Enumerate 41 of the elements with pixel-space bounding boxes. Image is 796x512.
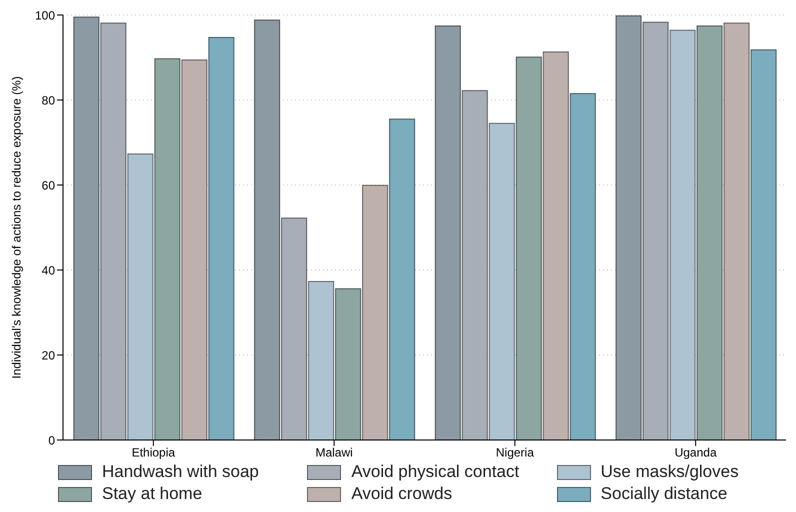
bar (389, 118, 416, 440)
y-tick-label: 40 (42, 263, 56, 278)
legend-label: Stay at home (102, 484, 202, 504)
bar (73, 16, 100, 440)
bar (308, 280, 334, 440)
x-tick-label: Ethiopia (132, 446, 176, 460)
bar (335, 288, 362, 440)
y-tick-label: 20 (42, 348, 56, 362)
bar (254, 20, 280, 440)
y-axis-title: Individual's knowledge of actions to reduce exposure (%) (9, 76, 24, 379)
bar (616, 15, 642, 440)
y-tick-label: 60 (42, 178, 56, 192)
bar (670, 30, 696, 440)
bar (642, 22, 669, 440)
bar (542, 51, 569, 440)
bar (488, 122, 515, 440)
bar (696, 26, 723, 440)
y-tick-label: 100 (34, 8, 56, 22)
y-tick-label: 0 (48, 433, 56, 448)
x-tick-label: Nigeria (496, 446, 534, 460)
legend-label: Avoid physical contact (351, 462, 520, 482)
bar (127, 153, 154, 440)
bar (281, 218, 308, 440)
legend-label: Socially distance (600, 484, 728, 504)
bar (362, 184, 388, 440)
bar (100, 22, 126, 440)
bar (181, 60, 208, 440)
bar (154, 58, 180, 440)
bar (724, 22, 750, 440)
legend-label: Use masks/gloves (600, 462, 739, 482)
legend-label: Handwash with soap (102, 462, 259, 482)
bar (516, 56, 542, 440)
y-tick-label: 80 (42, 93, 56, 108)
legend-label: Avoid crowds (351, 484, 452, 504)
bar (462, 90, 488, 440)
bar (750, 49, 777, 440)
x-tick-label: Malawi (315, 446, 353, 460)
x-tick-label: Uganda (674, 446, 717, 460)
bar (208, 37, 234, 440)
bar (570, 93, 596, 440)
bar (434, 26, 461, 440)
